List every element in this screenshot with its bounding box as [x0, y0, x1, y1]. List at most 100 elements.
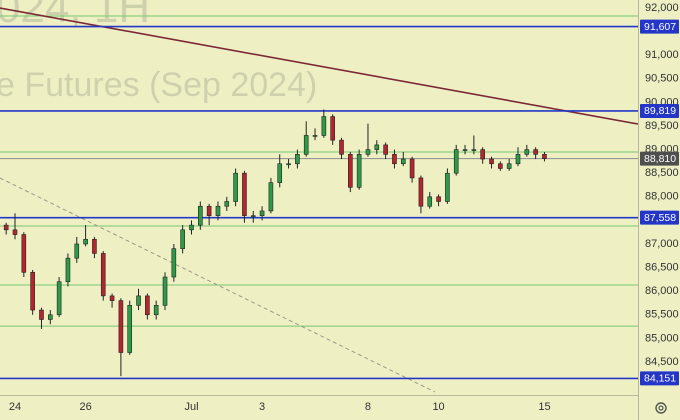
gear-hole[interactable]	[658, 405, 664, 411]
candle-body	[339, 139, 344, 155]
candle-body	[400, 158, 406, 165]
candle-body	[321, 116, 327, 136]
watermark: 024, 1H e Futures (Sep 2024)	[0, 0, 317, 104]
candle-body	[21, 234, 27, 273]
y-tick-label: 87,000	[645, 238, 679, 250]
candle-body	[374, 144, 380, 150]
y-tick-label: 88,500	[645, 167, 679, 179]
axes: 92,00091,00090,50090,00089,50089,00088,5…	[9, 2, 679, 413]
x-tick-label: Jul	[184, 401, 198, 413]
y-tick-label: 91,000	[645, 49, 679, 61]
candle-body	[312, 135, 318, 137]
candle-body	[471, 149, 477, 151]
level-box	[640, 210, 679, 225]
candle-body	[206, 205, 212, 216]
candle-body	[100, 253, 106, 297]
candle-body	[47, 314, 53, 320]
level-label: 87,558	[644, 212, 676, 224]
trend-line	[0, 177, 436, 393]
candle-body	[224, 201, 230, 207]
y-tick-label: 86,500	[645, 261, 679, 273]
candle-body	[145, 295, 150, 316]
candle-body	[171, 248, 177, 278]
candle-body	[153, 305, 159, 316]
x-tick-label: 3	[259, 401, 265, 413]
candle-body	[83, 238, 88, 245]
candle-body	[198, 205, 203, 226]
y-tick-label: 85,000	[645, 332, 679, 344]
candle-body	[12, 229, 18, 235]
candle-body	[498, 163, 503, 169]
candle-body	[462, 149, 468, 151]
candle-body	[303, 135, 309, 155]
candle-body	[268, 182, 274, 212]
x-tick-label: 26	[79, 401, 91, 413]
candle-body	[180, 229, 185, 250]
candle-body	[250, 215, 256, 217]
candle-body	[489, 158, 494, 165]
level-label: 91,607	[644, 21, 676, 33]
candle-body	[348, 154, 353, 188]
x-tick-label: 24	[9, 401, 21, 413]
last-price-label: 88,810	[644, 153, 676, 165]
x-tick-label: 8	[365, 401, 371, 413]
y-tick-label: 90,500	[645, 73, 679, 85]
candle-body	[286, 163, 291, 166]
y-tick-label: 85,500	[645, 309, 679, 321]
candle-body	[242, 172, 247, 216]
y-tick-label: 92,000	[645, 2, 679, 14]
candle-body	[445, 172, 450, 202]
candle-body	[215, 205, 221, 216]
candle-body	[383, 144, 388, 155]
y-tick-label: 89,500	[645, 120, 679, 132]
candle-body	[3, 224, 9, 231]
candle-body	[74, 243, 80, 259]
level-box	[640, 371, 679, 386]
level-box	[640, 103, 679, 118]
candle-body	[259, 210, 265, 216]
candle-body	[356, 154, 362, 188]
candle-body	[453, 149, 459, 174]
candle-body	[109, 295, 115, 301]
level-label: 84,151	[644, 373, 676, 385]
candle-body	[427, 196, 433, 207]
candle-body	[542, 154, 547, 159]
candle-body	[533, 149, 538, 155]
candle-body	[277, 163, 283, 183]
candle-body	[136, 295, 141, 306]
candle-body	[365, 149, 371, 155]
gear[interactable]	[655, 402, 667, 414]
candle-body	[392, 154, 397, 165]
level-box	[640, 19, 679, 34]
level-label: 89,819	[644, 105, 676, 117]
candle-body	[118, 300, 124, 353]
plot	[0, 7, 638, 393]
settings-icon[interactable]	[655, 402, 667, 414]
candle-body	[480, 149, 485, 160]
candle-body	[330, 116, 335, 141]
candle-body	[92, 238, 97, 254]
candle-body	[506, 163, 512, 169]
candle-body	[56, 281, 62, 316]
last-price-box	[640, 151, 679, 166]
candle-body	[409, 158, 415, 179]
candle-body	[524, 149, 530, 155]
candle-body	[189, 224, 194, 231]
y-tick-label: 84,500	[645, 356, 679, 368]
candle-body	[436, 196, 441, 202]
x-tick-label: 10	[432, 401, 444, 413]
candle-body	[30, 271, 35, 311]
candle-body	[162, 276, 168, 306]
y-tick-label: 86,000	[645, 285, 679, 297]
candle-body	[515, 154, 521, 165]
x-tick-label: 15	[538, 401, 550, 413]
candle-body	[295, 154, 300, 165]
y-tick-label: 88,000	[645, 191, 679, 203]
candle-body	[233, 172, 238, 202]
candle-body	[418, 177, 424, 207]
candle-body	[39, 309, 44, 320]
watermark-text: e Futures (Sep 2024)	[0, 66, 317, 104]
